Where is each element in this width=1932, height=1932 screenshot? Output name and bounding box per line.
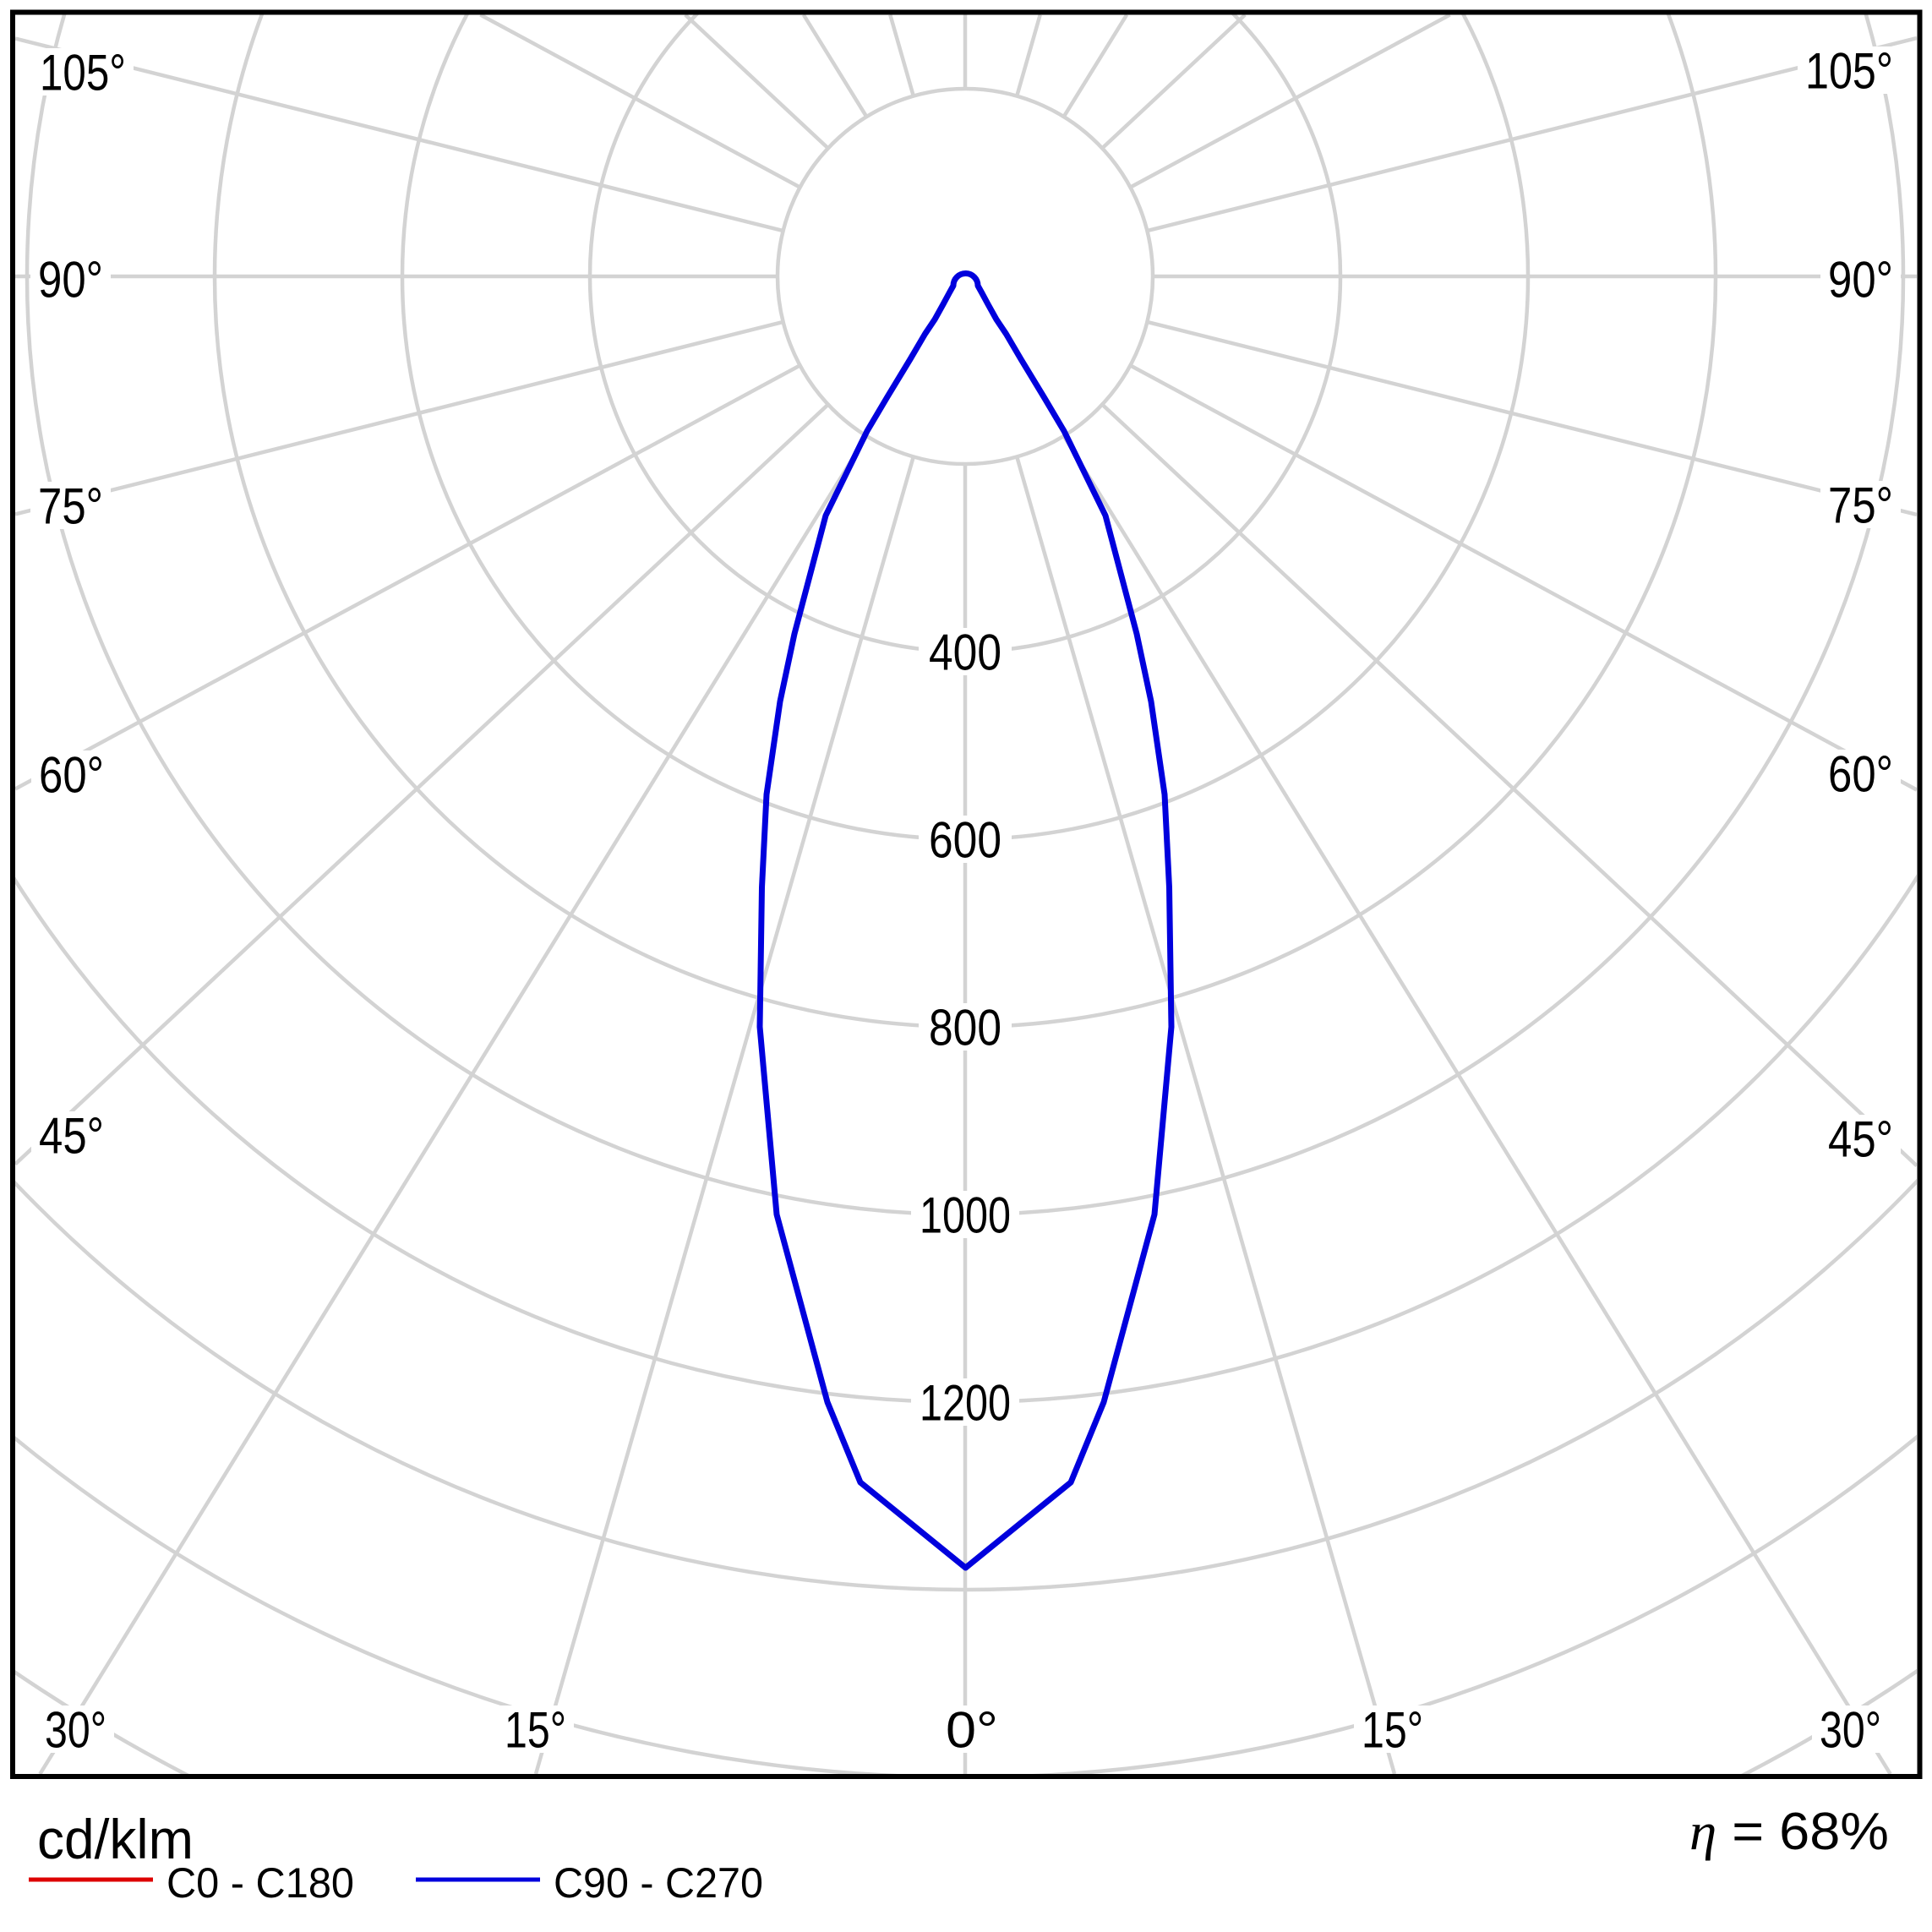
svg-text:45°: 45° <box>1828 1111 1893 1167</box>
svg-text:75°: 75° <box>1828 477 1893 533</box>
svg-text:C0 - C180: C0 - C180 <box>166 1859 354 1907</box>
svg-text:15°: 15° <box>505 1701 566 1758</box>
svg-text:1200: 1200 <box>920 1374 1011 1431</box>
svg-text:cd/klm: cd/klm <box>37 1808 194 1870</box>
svg-text:η = 68%: η = 68% <box>1689 1803 1889 1861</box>
svg-text:45°: 45° <box>39 1107 104 1164</box>
svg-text:1000: 1000 <box>920 1187 1011 1243</box>
svg-text:105°: 105° <box>40 44 126 101</box>
svg-text:105°: 105° <box>1805 42 1893 99</box>
svg-text:30°: 30° <box>45 1701 106 1758</box>
svg-text:60°: 60° <box>1828 745 1893 802</box>
svg-text:800: 800 <box>929 999 1001 1056</box>
svg-text:600: 600 <box>929 811 1001 868</box>
svg-text:30°: 30° <box>1820 1701 1881 1758</box>
svg-text:90°: 90° <box>38 251 103 308</box>
svg-text:0°: 0° <box>946 1701 998 1758</box>
svg-text:15°: 15° <box>1362 1701 1423 1758</box>
svg-text:400: 400 <box>929 624 1001 680</box>
svg-text:90°: 90° <box>1828 251 1893 308</box>
svg-text:60°: 60° <box>39 746 104 803</box>
svg-text:75°: 75° <box>38 478 103 534</box>
svg-text:C90 - C270: C90 - C270 <box>554 1859 763 1907</box>
